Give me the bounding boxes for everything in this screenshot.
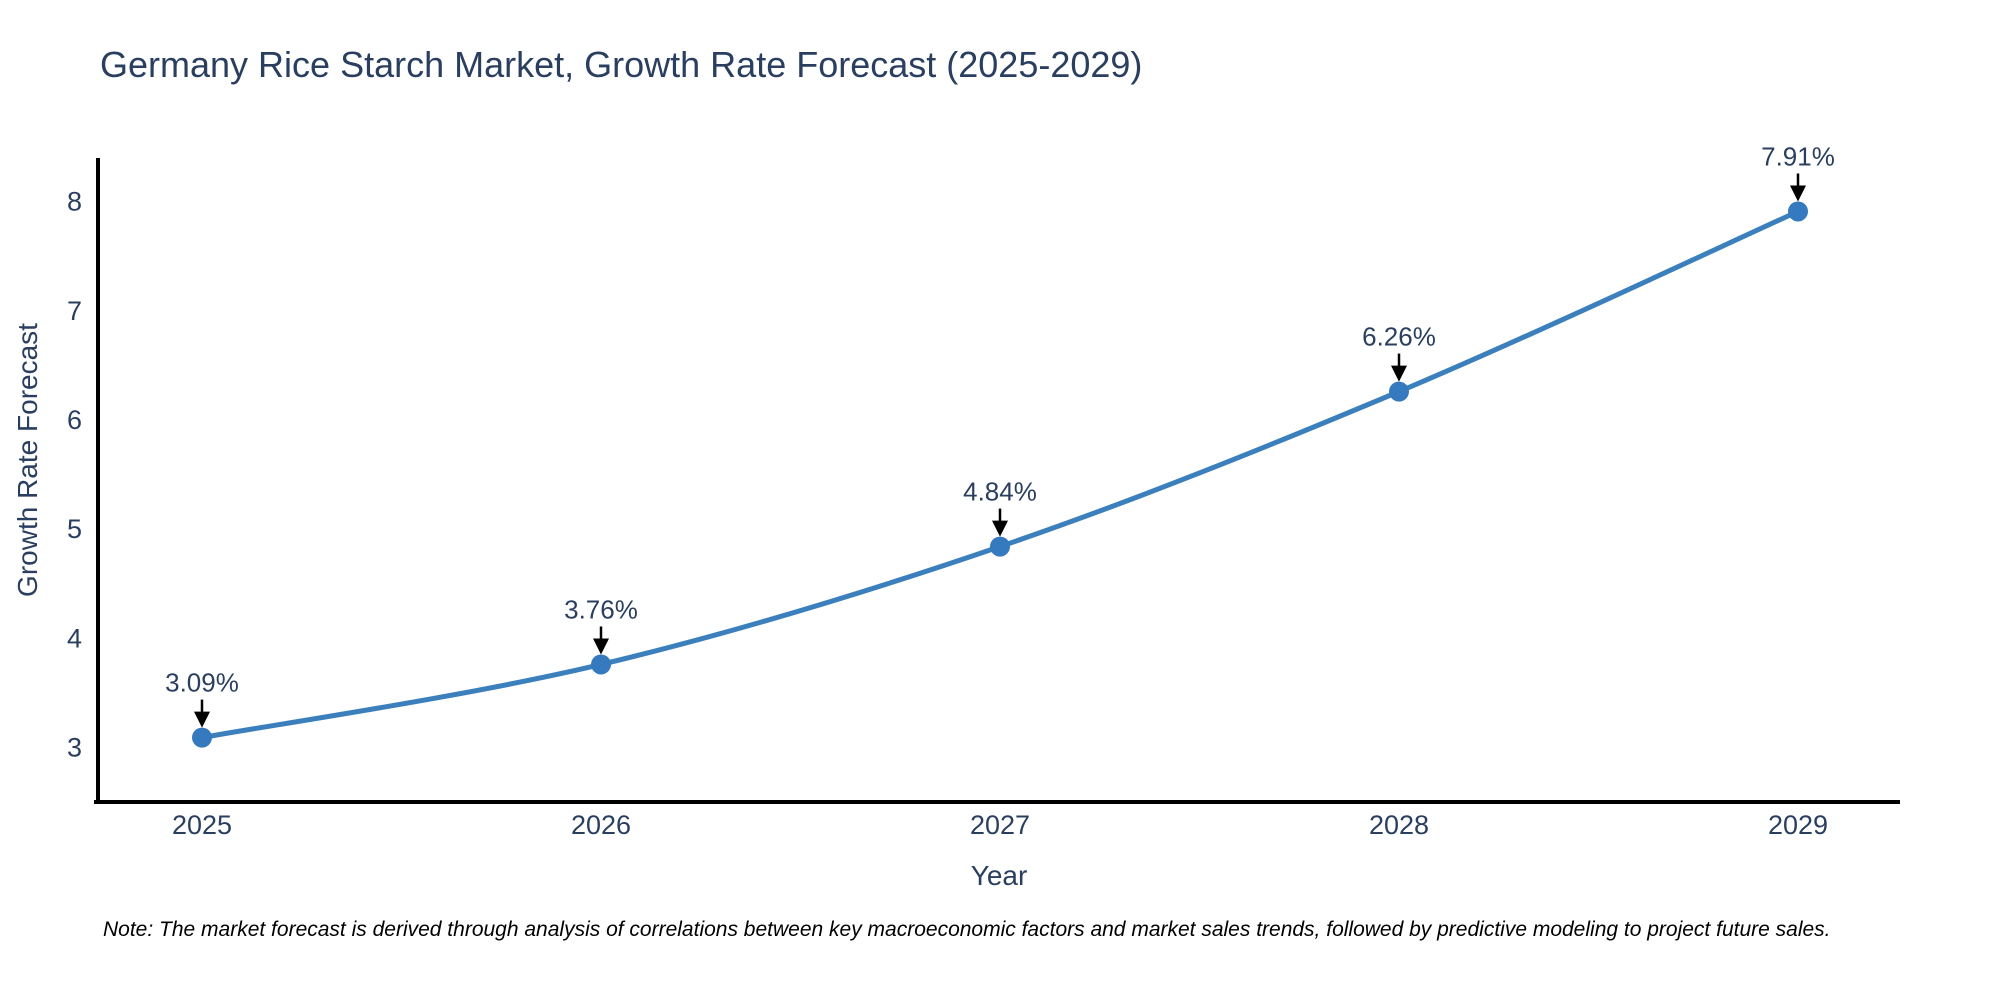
- forecast-line: [199, 208, 1801, 741]
- data-point-2026[interactable]: [591, 654, 611, 675]
- x-tick-label-2027: 2027: [970, 810, 1030, 840]
- data-point-2025[interactable]: [192, 727, 212, 748]
- footnote: Note: The market forecast is derived thr…: [103, 918, 1831, 941]
- y-tick-label-7: 7: [67, 296, 82, 326]
- point-label-2027: 4.84%: [963, 477, 1037, 507]
- annotation-arrow-head-2028: [1391, 365, 1407, 382]
- annotation-arrow-head-2025: [194, 711, 210, 728]
- y-tick-label-3: 3: [67, 732, 82, 762]
- x-tick-label-2025: 2025: [172, 810, 232, 840]
- x-axis-title: Year: [970, 860, 1028, 891]
- point-label-2029: 7.91%: [1761, 141, 1835, 171]
- x-tick-label-2029: 2029: [1768, 810, 1828, 840]
- chart-title: Germany Rice Starch Market, Growth Rate …: [100, 44, 1143, 85]
- point-label-2025: 3.09%: [165, 668, 239, 698]
- point-label-2026: 3.76%: [564, 594, 638, 624]
- y-tick-label-6: 6: [67, 405, 82, 435]
- data-point-2029[interactable]: [1788, 201, 1808, 222]
- annotation-arrow-head-2027: [992, 520, 1008, 537]
- y-tick-label-4: 4: [67, 623, 82, 653]
- x-tick-label-2026: 2026: [571, 810, 631, 840]
- annotation-arrow-head-2026: [593, 638, 609, 655]
- y-tick-label-5: 5: [67, 514, 82, 544]
- y-tick-label-8: 8: [67, 187, 82, 217]
- data-point-2028[interactable]: [1389, 381, 1409, 402]
- annotation-arrow-head-2029: [1790, 185, 1806, 202]
- x-tick-label-2028: 2028: [1369, 810, 1429, 840]
- data-point-2027[interactable]: [990, 536, 1010, 557]
- point-label-2028: 6.26%: [1362, 322, 1436, 352]
